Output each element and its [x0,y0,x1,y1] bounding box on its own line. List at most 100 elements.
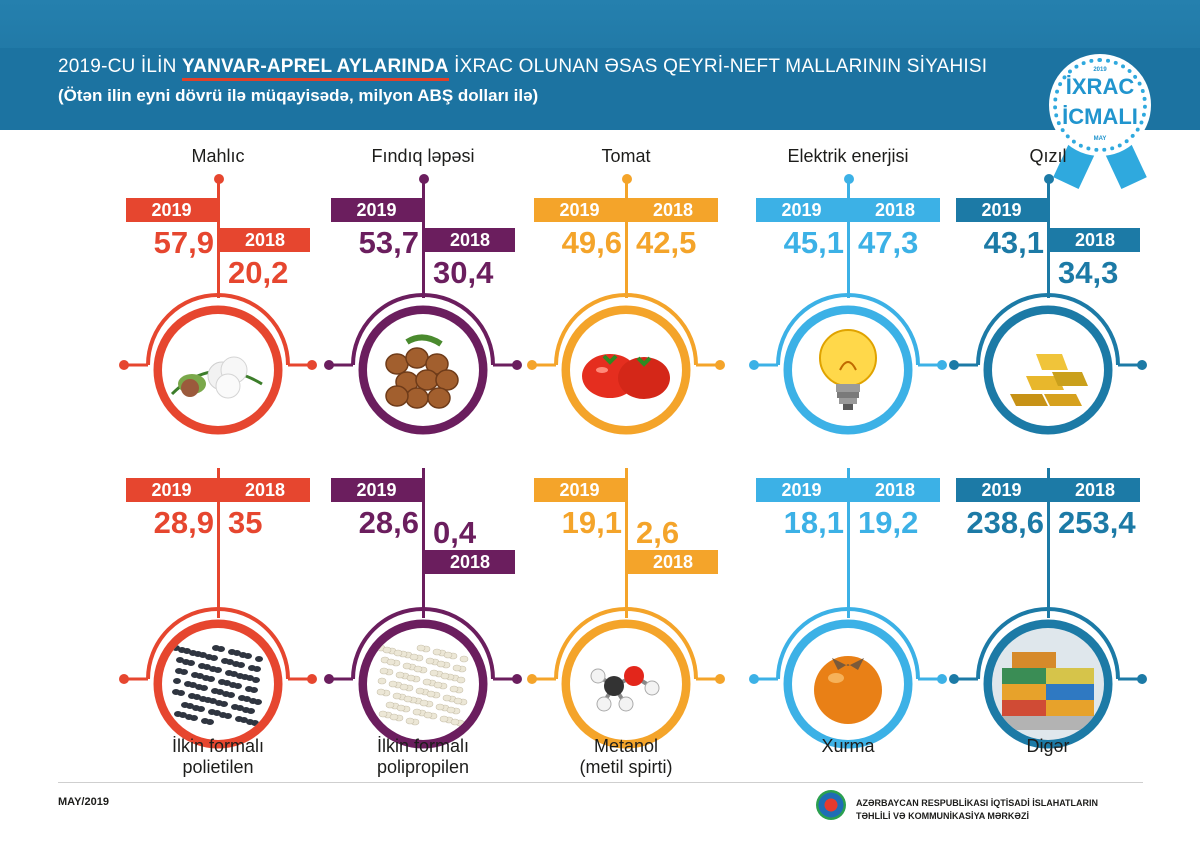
connector-stem [847,180,850,298]
cotton-icon [162,314,274,426]
ring-right-dot [512,674,522,684]
value-2018: 0,4 [433,515,477,550]
caption-line2: (metil spirti) [579,757,673,777]
caption-line1: İlkin formalı [376,736,470,756]
year-2019-tag: 2019 [956,198,1047,222]
ring-left-dot [119,674,129,684]
value-2019: 53,7 [358,225,419,260]
bottom-item-3: 2019 19,1 2018 2,6 Metanol (metil spirti) [516,468,736,778]
ring-outer-arc [351,293,495,366]
ring-right-dot [512,360,522,370]
ring-outer-arc [554,293,698,366]
ring-left-dot [949,674,959,684]
footer-org-line2: TƏHLİLİ VƏ KOMMUNİKASİYA MƏRKƏZİ [856,811,1029,821]
footer-divider [58,782,1143,783]
year-2019-tag: 2019 [756,478,847,502]
item-name: Tomat [601,146,651,166]
connector-stem [217,180,220,298]
ring-outer-arc [976,293,1120,366]
stem-top-dot [622,174,632,184]
badge-word-ixrac: İXRAC [1065,74,1135,99]
ring-right-dot [1137,674,1147,684]
footer-org-line1: AZƏRBAYCAN RESPUBLİKASI İQTİSADİ İSLAHAT… [856,798,1099,808]
ring-left-dot [527,674,537,684]
value-2018: 47,3 [858,225,919,260]
hazelnut-icon [367,314,479,426]
value-2019: 19,1 [561,505,622,540]
year-2019-tag: 2019 [756,198,847,222]
ring-right-dot [715,360,725,370]
ring-left-dot [324,674,334,684]
item-name: Mahlıc [191,146,245,166]
title-band [0,48,1200,130]
value-2018: 19,2 [858,505,919,540]
ring-left-dot [749,360,759,370]
value-2018: 30,4 [433,255,494,290]
badge-seal [1053,58,1147,152]
year-2018-tag: 2018 [850,478,940,502]
ring-outer-arc [146,293,290,366]
value-2019: 57,9 [153,225,214,260]
value-2019: 28,9 [153,505,214,540]
caption-line1: Digər [1026,736,1070,756]
state-emblem-icon [816,790,846,820]
value-2019: 43,1 [983,225,1044,260]
ring-right-dot [937,674,947,684]
bottom-item-4: 2019 18,1 2018 19,2 Xurma [738,468,958,778]
stem-top-dot [844,174,854,184]
badge-word-icmali: İCMALI [1062,104,1138,129]
year-2019-tag: 2019 [331,198,422,222]
connector-stem [847,468,850,618]
caption-line2: polipropilen [376,757,470,777]
molecule-icon [570,628,682,740]
bottom-item-2: 2019 28,6 2018 0,4 İlkin formalı polipropilen [313,468,533,778]
ring-outer-arc [351,607,495,680]
connector-stem [1047,468,1050,618]
title-highlight: YANVAR-APREL AYLARINDA [182,56,449,81]
ring-left-dot [527,360,537,370]
value-2019: 238,6 [966,505,1044,540]
stem-top-dot [419,174,429,184]
value-2018: 35 [228,505,263,540]
year-2018-tag: 2018 [628,550,718,574]
item-name: Qızıl [1029,146,1067,166]
year-2018-tag: 2018 [850,198,940,222]
year-2018-tag: 2018 [425,550,515,574]
ring-left-dot [749,674,759,684]
value-2018: 2,6 [636,515,680,550]
ring-right-dot [307,674,317,684]
value-2019: 45,1 [783,225,844,260]
top-item-5: Qızıl 2019 43,1 2018 34,3 [938,140,1158,450]
ring-outer-arc [976,607,1120,680]
stem-top-dot [214,174,224,184]
connector-stem [422,180,425,298]
year-2019-tag: 2019 [126,478,217,502]
caption-line2: polietilen [182,757,254,777]
ring-left-dot [949,360,959,370]
year-2019-tag: 2019 [956,478,1047,502]
footer-date: MAY/2019 [58,796,109,808]
polypropylene-granules-icon [367,628,479,740]
tomato-icon [570,314,682,426]
value-2018: 20,2 [228,255,289,290]
connector-stem [1047,180,1050,298]
page-subtitle: (Ötən ilin eyni dövrü ilə müqayisədə, mi… [58,86,539,105]
ring-outer-arc [146,607,290,680]
page-title: 2019-CU İLİN YANVAR-APREL AYLARINDA İXRA… [58,56,987,81]
badge-month: MAY [1093,136,1107,142]
value-2018: 34,3 [1058,255,1119,290]
gold-bars-icon [992,314,1104,426]
stem-top-dot [1044,174,1054,184]
top-item-1: Mahlıc 2019 57,9 2018 20,2 [108,140,328,450]
year-2019-tag: 2019 [534,478,625,502]
connector-stem [625,468,628,618]
year-2019-tag: 2019 [331,478,422,502]
header-banner: 2019-CU İLİN YANVAR-APREL AYLARINDA İXRA… [0,0,1200,130]
top-item-3: Tomat 2019 49,6 2018 42,5 [516,140,736,450]
ring-right-dot [1137,360,1147,370]
ring-right-dot [937,360,947,370]
containers-icon [992,628,1104,740]
title-prefix: 2019-CU İLİN [58,56,183,77]
ring-outer-arc [776,293,920,366]
top-item-2: Fındıq ləpəsi 2019 53,7 2018 30,4 [313,140,533,450]
